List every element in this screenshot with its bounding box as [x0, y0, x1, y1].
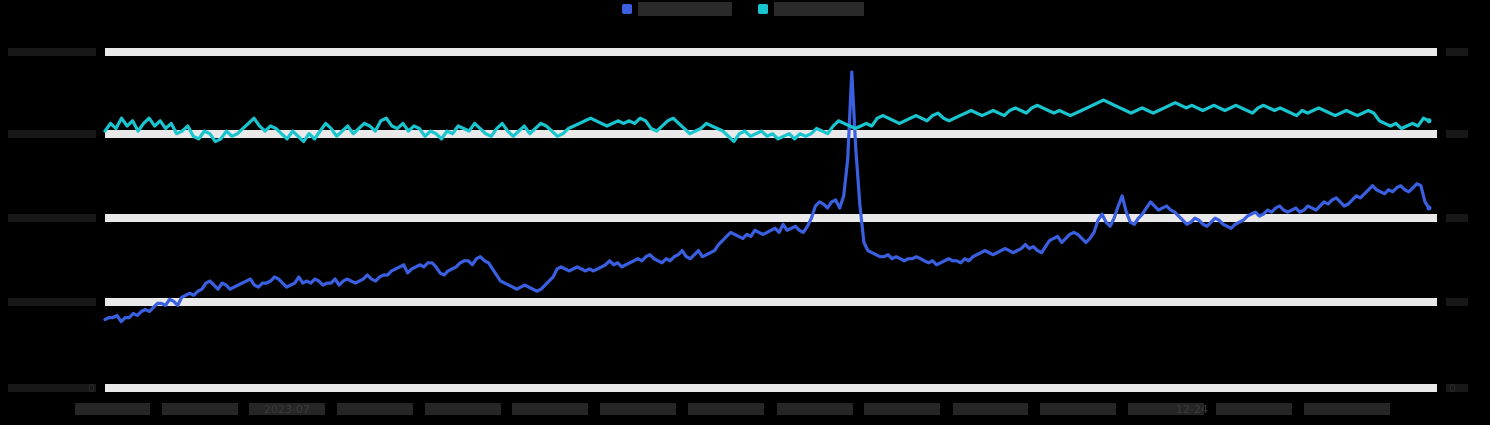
x-tick-block-7 [688, 403, 764, 415]
x-tick-block-13 [1216, 403, 1292, 415]
right-axis-tick-0: 0 [1449, 382, 1456, 395]
right-gutter-bar-4 [1446, 384, 1468, 392]
gridlines [8, 48, 1468, 392]
x-tick-block-6 [600, 403, 676, 415]
x-tick-block-2 [249, 403, 325, 415]
legend [622, 2, 864, 16]
left-axis-ticks: 0 [88, 382, 95, 395]
right-gutter-bar-2 [1446, 214, 1468, 222]
series-line-1 [103, 70, 1431, 324]
x-tick-block-0 [75, 403, 150, 415]
x-tick-block-5 [512, 403, 588, 415]
legend-item-series-1[interactable] [622, 2, 732, 16]
left-gutter-bar-3 [8, 298, 96, 306]
x-tick-block-3 [337, 403, 413, 415]
left-gutter-bar-1 [8, 130, 96, 138]
x-tick-block-1 [162, 403, 238, 415]
legend-label-series-2 [774, 2, 864, 16]
series-points [1426, 118, 1432, 211]
x-tick-block-10 [953, 403, 1028, 415]
gridline-3 [105, 298, 1437, 306]
series-1-end-point [1426, 205, 1432, 211]
legend-item-series-2[interactable] [758, 2, 864, 16]
gridline-2 [105, 214, 1437, 222]
x-tick-block-12 [1128, 403, 1204, 415]
gridline-0 [105, 48, 1437, 56]
series-lines [103, 70, 1431, 324]
left-gutter-bar-2 [8, 214, 96, 222]
x-tick-label-0: 2023-07 [264, 403, 310, 416]
x-tick-label-1: 12-24 [1176, 403, 1208, 416]
left-gutter-bar-0 [8, 48, 96, 56]
right-gutter-bar-3 [1446, 298, 1468, 306]
right-axis-ticks: 0 [1449, 382, 1456, 395]
x-axis-ticks: 2023-07 12-24 [75, 403, 1390, 416]
left-axis-tick-0: 0 [88, 382, 95, 395]
gridline-4 [105, 384, 1437, 392]
legend-label-series-1 [638, 2, 732, 16]
x-tick-block-11 [1040, 403, 1116, 415]
series-line-2 [103, 98, 1431, 144]
legend-swatch-series-1 [622, 4, 632, 14]
x-tick-block-8 [777, 403, 853, 415]
x-tick-block-4 [425, 403, 501, 415]
x-tick-block-9 [864, 403, 940, 415]
legend-swatch-series-2 [758, 4, 768, 14]
right-gutter-bar-1 [1446, 130, 1468, 138]
left-gutter-bar-4 [8, 384, 96, 392]
right-gutter-bar-0 [1446, 48, 1468, 56]
x-tick-block-14 [1304, 403, 1390, 415]
series-2-end-point [1426, 118, 1432, 124]
